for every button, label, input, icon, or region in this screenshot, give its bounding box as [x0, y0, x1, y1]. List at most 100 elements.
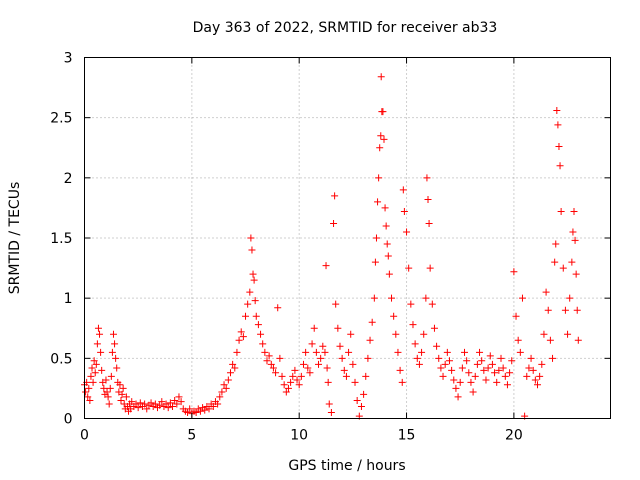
data-point: [435, 354, 443, 362]
data-point: [265, 352, 273, 360]
data-point: [362, 372, 370, 380]
y-tick-label: 2: [64, 171, 73, 187]
data-point: [164, 404, 172, 412]
axis-ticks: [84, 57, 611, 419]
data-point: [151, 400, 159, 408]
x-tick-labels: 0 5 10 15 20: [80, 428, 523, 444]
data-point: [426, 264, 434, 272]
data-point: [118, 390, 126, 398]
data-points: [81, 73, 582, 420]
data-point: [518, 294, 526, 302]
data-point: [377, 132, 385, 140]
y-tick-label: 1.5: [50, 231, 72, 247]
data-point: [399, 186, 407, 194]
data-point: [469, 388, 477, 396]
data-point: [392, 330, 400, 338]
data-point: [220, 381, 228, 389]
data-point: [430, 324, 438, 332]
data-point: [192, 408, 200, 416]
data-point: [555, 143, 563, 151]
data-point: [112, 354, 120, 362]
data-point: [171, 396, 179, 404]
data-point: [323, 364, 331, 372]
data-point: [224, 376, 232, 384]
data-point: [405, 264, 413, 272]
data-point: [87, 372, 95, 380]
data-point: [413, 354, 421, 362]
data-point: [218, 388, 226, 396]
data-point: [345, 348, 353, 356]
data-point: [250, 276, 258, 284]
data-point: [278, 372, 286, 380]
data-point: [136, 399, 144, 407]
data-point: [493, 378, 501, 386]
data-point: [381, 204, 389, 212]
data-point: [342, 372, 350, 380]
data-point: [173, 400, 181, 408]
data-point: [569, 228, 577, 236]
data-point: [370, 294, 378, 302]
data-point: [445, 357, 453, 365]
data-point: [324, 378, 332, 386]
data-point: [109, 330, 117, 338]
data-point: [184, 408, 192, 416]
data-point: [394, 348, 402, 356]
data-point: [531, 376, 539, 384]
data-point: [422, 294, 430, 302]
data-point: [516, 348, 524, 356]
data-point: [529, 366, 537, 374]
data-point: [491, 369, 499, 377]
data-point: [508, 357, 516, 365]
data-point: [428, 300, 436, 308]
data-point: [85, 384, 93, 392]
data-point: [92, 360, 100, 368]
data-point: [403, 228, 411, 236]
data-point: [272, 369, 280, 377]
data-point: [495, 366, 503, 374]
data-point: [559, 264, 567, 272]
data-point: [425, 220, 433, 228]
data-point: [525, 364, 533, 372]
data-point: [400, 208, 408, 216]
data-point: [102, 376, 110, 384]
y-tick-label: 1: [64, 291, 73, 307]
data-point: [287, 378, 295, 386]
data-point: [334, 324, 342, 332]
data-point: [235, 336, 243, 344]
x-tick-label: 0: [80, 428, 89, 444]
data-point: [398, 378, 406, 386]
data-point: [291, 366, 299, 374]
x-tick-label: 20: [505, 428, 523, 444]
data-point: [91, 369, 99, 377]
data-point: [222, 384, 230, 392]
data-point: [156, 401, 164, 409]
data-point: [261, 348, 269, 356]
data-point: [104, 393, 112, 401]
data-point: [284, 384, 292, 392]
data-point: [465, 369, 473, 377]
data-point: [380, 135, 388, 143]
data-point: [375, 174, 383, 182]
y-axis-label: SRMTID / TECUs: [7, 182, 23, 295]
data-point: [327, 408, 335, 416]
data-point: [96, 330, 104, 338]
data-point: [107, 372, 115, 380]
data-point: [147, 399, 155, 407]
data-point: [424, 195, 432, 203]
data-point: [452, 384, 460, 392]
data-point: [237, 328, 245, 336]
data-point: [501, 372, 509, 380]
data-point: [226, 369, 234, 377]
data-point: [97, 348, 105, 356]
data-point: [122, 393, 130, 401]
data-point: [186, 405, 194, 413]
data-point: [571, 236, 579, 244]
data-point: [456, 378, 464, 386]
data-point: [467, 378, 475, 386]
data-point: [297, 372, 305, 380]
data-point: [480, 366, 488, 374]
data-point: [374, 198, 382, 206]
data-point: [239, 333, 247, 341]
data-point: [317, 354, 325, 362]
